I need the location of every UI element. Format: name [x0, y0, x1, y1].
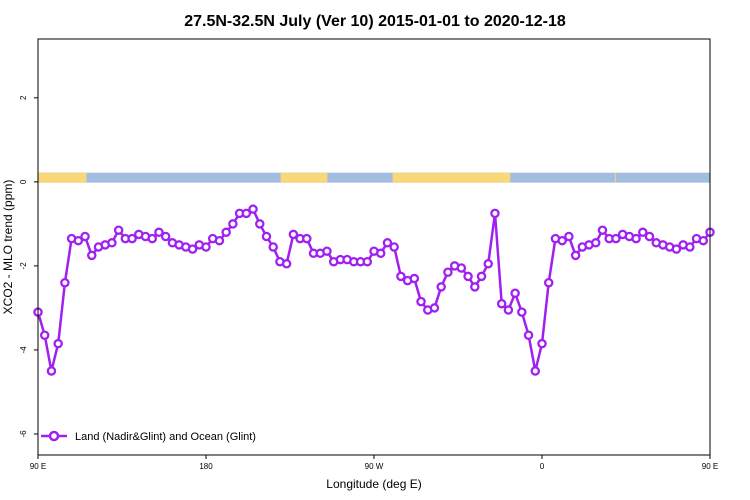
legend-marker: [48, 430, 60, 442]
data-point: [248, 204, 258, 214]
land-strip-segment: [614, 172, 616, 183]
surface-strip: [38, 172, 710, 183]
y-tick-label: -4: [19, 346, 28, 354]
data-point: [685, 242, 695, 252]
data-point: [429, 303, 440, 313]
data-point: [288, 229, 299, 240]
data-point: [375, 248, 386, 259]
data-point: [510, 288, 520, 298]
x-tick-label: 90 E: [702, 462, 718, 471]
data-point: [597, 225, 608, 235]
y-tick-label: 2: [19, 95, 28, 100]
data-point: [53, 338, 63, 349]
data-point: [154, 227, 164, 238]
data-point: [396, 271, 406, 282]
data-point: [187, 244, 198, 254]
data-point: [214, 235, 225, 246]
data-point: [201, 242, 211, 252]
data-point: [496, 298, 507, 309]
data-point: [517, 307, 527, 317]
land-strip-segment: [392, 172, 511, 183]
data-point: [570, 250, 581, 261]
data-point: [631, 233, 641, 244]
data-point: [611, 233, 621, 244]
y-tick-label: -2: [19, 262, 28, 270]
land-strip-segment: [38, 172, 87, 183]
data-point: [490, 208, 500, 219]
x-axis-label: Longitude (deg E): [326, 477, 421, 491]
data-point: [463, 271, 473, 282]
y-tick-label: -6: [19, 430, 28, 438]
data-point: [39, 330, 50, 340]
data-point: [268, 242, 278, 252]
data-point: [671, 244, 682, 254]
data-point: [543, 277, 554, 288]
x-tick-label: 0: [540, 462, 545, 471]
data-point: [537, 338, 547, 349]
data-point: [322, 246, 332, 256]
data-point: [564, 231, 574, 242]
y-tick-label: 0: [19, 179, 28, 184]
data-point: [107, 238, 117, 248]
data-point: [503, 305, 514, 315]
data-point: [409, 273, 420, 284]
data-point: [443, 267, 453, 277]
data-point: [241, 208, 252, 219]
data-point: [302, 233, 312, 244]
data-point: [389, 242, 399, 252]
legend: Land (Nadir&Glint) and Ocean (Glint): [41, 430, 256, 443]
series-layer: [33, 204, 715, 376]
data-point: [147, 233, 157, 244]
data-point: [470, 282, 480, 292]
data-point: [436, 282, 446, 292]
x-tick-label: 90 W: [365, 462, 384, 471]
data-point: [255, 219, 265, 229]
data-point: [523, 330, 534, 340]
data-point: [46, 366, 57, 376]
data-point: [281, 259, 292, 269]
data-point: [362, 256, 373, 267]
data-point: [638, 227, 648, 238]
x-axis: 90 E 180 90 W 0 90 E: [30, 455, 718, 471]
data-point: [644, 231, 655, 242]
chart-title: 27.5N-32.5N July (Ver 10) 2015-01-01 to …: [184, 13, 566, 30]
data-point: [456, 263, 467, 273]
data-point: [416, 296, 426, 307]
data-point: [73, 235, 84, 246]
data-point: [476, 271, 487, 282]
data-point: [80, 231, 90, 242]
x-tick-label: 90 E: [30, 462, 46, 471]
data-point: [591, 238, 601, 248]
data-point: [261, 231, 272, 242]
legend-label: Land (Nadir&Glint) and Ocean (Glint): [75, 431, 256, 443]
land-strip-segment: [280, 172, 328, 183]
data-point: [127, 233, 137, 244]
data-point: [160, 231, 171, 242]
data-point: [60, 277, 70, 288]
data-point: [698, 235, 709, 246]
ocean-strip: [38, 172, 710, 183]
data-point: [87, 250, 97, 261]
data-point: [113, 225, 124, 235]
data-point: [530, 366, 541, 376]
data-point: [228, 219, 238, 229]
data-point: [382, 238, 393, 248]
data-point: [557, 235, 567, 246]
data-point: [221, 227, 231, 238]
data-point: [483, 259, 493, 269]
y-axis: 2 0 -2 -4 -6: [19, 95, 38, 438]
y-axis-label: XCO2 - MLO trend (ppm): [1, 180, 15, 315]
x-tick-label: 180: [199, 462, 213, 471]
